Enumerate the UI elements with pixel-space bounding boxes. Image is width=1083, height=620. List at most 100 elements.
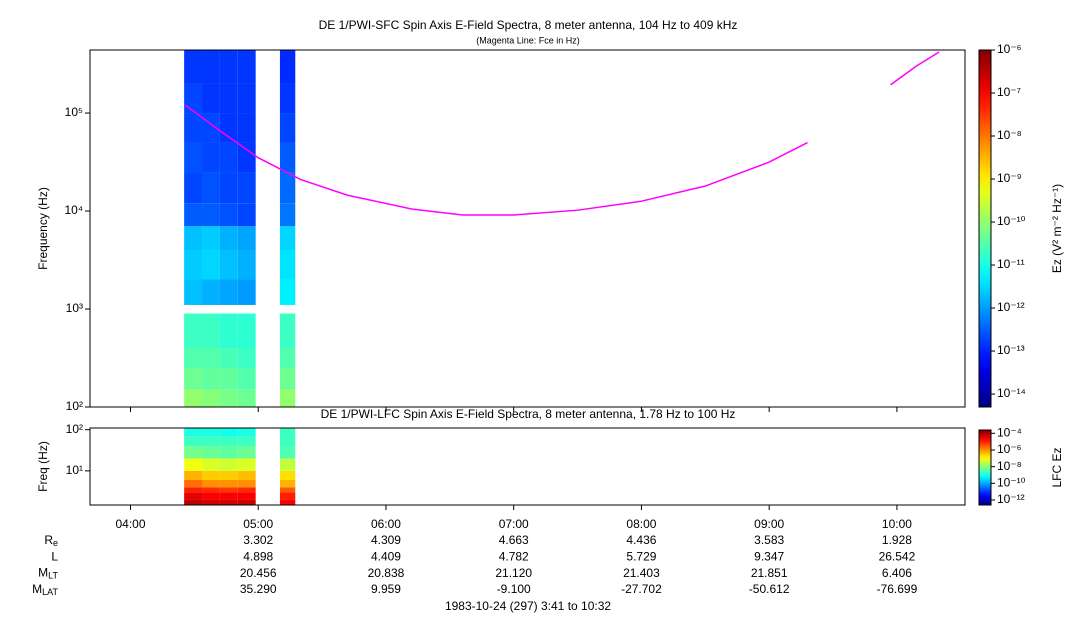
heatmap-cell <box>184 368 203 390</box>
colorbar-tick-label: 10⁻⁸ <box>997 459 1022 473</box>
y-tick-label: 10⁵ <box>65 105 83 119</box>
fce-line <box>890 51 940 86</box>
heatmap-cell <box>184 479 203 488</box>
ephemeris-label-sub: LT <box>48 571 58 581</box>
heatmap-cell <box>202 492 220 500</box>
heatmap-cell <box>202 226 220 251</box>
colorbar-tick-label: 10⁻⁷ <box>997 85 1021 99</box>
y-tick-label: 10¹ <box>66 463 83 477</box>
y-axis-label: Freq (Hz) <box>36 441 50 492</box>
ephemeris-value: -9.100 <box>497 582 531 596</box>
colorbar-label: LFC Ez <box>1050 447 1064 487</box>
colorbar-tick-label: 10⁻⁶ <box>997 442 1022 456</box>
ephemeris-value: -27.702 <box>621 582 662 596</box>
colorbar-tick-label: 10⁻¹³ <box>997 343 1025 357</box>
heatmap-cell <box>184 499 203 505</box>
heatmap-cell <box>279 499 296 505</box>
heatmap-cell <box>237 113 256 143</box>
heatmap-cell <box>202 83 220 114</box>
heatmap-cell <box>237 50 256 84</box>
colorbar-tick-label: 10⁻¹² <box>997 300 1025 314</box>
colorbar-tick-label: 10⁻¹¹ <box>997 257 1025 271</box>
heatmap-cell <box>279 348 296 369</box>
colorbar-label: Ez (V² m⁻² Hz⁻¹) <box>1050 184 1064 273</box>
ephemeris-value: 4.309 <box>371 533 401 547</box>
heatmap-cell <box>219 368 238 390</box>
y-tick-label: 10³ <box>66 301 83 315</box>
x-tick-label: 06:00 <box>371 517 401 531</box>
heatmap-cell <box>202 499 220 505</box>
heatmap-cell <box>202 458 220 471</box>
heatmap-cell <box>202 250 220 280</box>
y-tick-label: 10⁴ <box>64 203 83 217</box>
ephemeris-value: 1.928 <box>882 533 912 547</box>
ephemeris-value: 21.403 <box>623 566 660 580</box>
ephemeris-value: 3.583 <box>754 533 784 547</box>
ephemeris-value: 4.409 <box>371 549 401 563</box>
heatmap-cell <box>279 250 296 280</box>
heatmap-cell <box>202 313 220 349</box>
heatmap-cell <box>279 279 296 305</box>
chart-title: DE 1/PWI-SFC Spin Axis E-Field Spectra, … <box>319 18 738 32</box>
x-tick-label: 10:00 <box>882 517 912 531</box>
heatmap-cell <box>184 313 203 349</box>
heatmap-cell <box>279 446 296 459</box>
heatmap-cell <box>219 50 238 84</box>
ephemeris-value: 4.436 <box>626 533 656 547</box>
heatmap-cell <box>219 142 238 173</box>
heatmap-cell <box>279 50 296 84</box>
heatmap-cell <box>279 470 296 480</box>
ephemeris-label: Re <box>44 533 58 548</box>
y-tick-label: 10² <box>66 399 83 413</box>
heatmap-cell <box>202 279 220 305</box>
heatmap-cell <box>202 428 220 437</box>
x-tick-label: 05:00 <box>243 517 273 531</box>
heatmap-cell <box>237 428 256 437</box>
colorbar-tick-label: 10⁻¹⁰ <box>997 214 1026 228</box>
heatmap-cell <box>184 83 203 114</box>
heatmap-cell <box>219 428 238 437</box>
heatmap-cell <box>202 172 220 204</box>
heatmap-cell <box>184 279 203 305</box>
ephemeris-label: MLAT <box>32 582 58 597</box>
y-axis-label: Frequency (Hz) <box>36 187 50 270</box>
heatmap-cell <box>219 250 238 280</box>
ephemeris-value: 35.290 <box>240 582 277 596</box>
heatmap-cell <box>237 279 256 305</box>
ephemeris-label: MLT <box>38 566 58 581</box>
heatmap-cell <box>237 250 256 280</box>
ephemeris-value: 20.456 <box>240 566 277 580</box>
y-tick-label: 10² <box>66 422 83 436</box>
heatmap-cell <box>184 436 203 447</box>
ephemeris-value: 9.959 <box>371 582 401 596</box>
plot-frame <box>89 49 966 408</box>
heatmap-cell <box>237 470 256 480</box>
heatmap-cell <box>202 50 220 84</box>
ephemeris-label-sub: LAT <box>42 587 58 597</box>
ephemeris-value: 3.302 <box>243 533 273 547</box>
colorbar-tick-label: 10⁻⁹ <box>997 171 1022 185</box>
heatmap-cell <box>184 50 203 84</box>
heatmap-cell <box>184 203 203 227</box>
heatmap-cell <box>184 492 203 500</box>
heatmap-cell <box>184 487 203 493</box>
x-tick-label: 08:00 <box>626 517 656 531</box>
colorbar-tick-label: 10⁻⁴ <box>997 425 1022 439</box>
heatmap-cell <box>279 226 296 251</box>
colorbar-tick-label: 10⁻¹⁴ <box>997 386 1026 400</box>
heatmap-cell <box>219 458 238 471</box>
footer: 1983-10-24 (297) 3:41 to 10:32 <box>445 599 611 613</box>
heatmap-cell <box>219 203 238 227</box>
heatmap-cell <box>279 458 296 471</box>
colorbar-tick-label: 10⁻⁸ <box>997 128 1022 142</box>
heatmap-cell <box>184 428 203 437</box>
heatmap-cell <box>279 113 296 143</box>
colorbar <box>978 429 992 506</box>
heatmap-cell <box>237 487 256 493</box>
colorbar-tick-label: 10⁻¹² <box>997 492 1025 506</box>
ephemeris-label: L <box>51 549 58 563</box>
heatmap-cell <box>237 313 256 349</box>
heatmap-cell <box>219 446 238 459</box>
heatmap-cell <box>202 113 220 143</box>
